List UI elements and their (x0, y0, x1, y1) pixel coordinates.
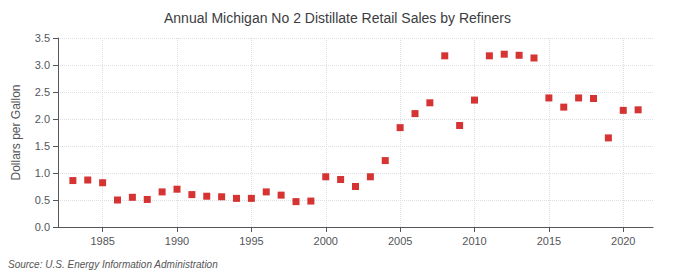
svg-text:2000: 2000 (314, 235, 338, 247)
svg-text:2.0: 2.0 (35, 113, 50, 125)
svg-text:Dollars per Gallon: Dollars per Gallon (9, 84, 23, 180)
svg-text:1990: 1990 (165, 235, 189, 247)
svg-text:2015: 2015 (537, 235, 561, 247)
svg-text:3.0: 3.0 (35, 59, 50, 71)
svg-text:0.5: 0.5 (35, 194, 50, 206)
svg-text:1.5: 1.5 (35, 140, 50, 152)
svg-text:0.0: 0.0 (35, 221, 50, 233)
svg-text:2005: 2005 (388, 235, 412, 247)
svg-text:2.5: 2.5 (35, 86, 50, 98)
svg-text:2020: 2020 (611, 235, 635, 247)
svg-text:1985: 1985 (90, 235, 114, 247)
svg-text:Source: U.S. Energy Informatio: Source: U.S. Energy Information Administ… (8, 259, 218, 270)
svg-text:1995: 1995 (239, 235, 263, 247)
svg-text:2010: 2010 (462, 235, 486, 247)
svg-text:Annual Michigan No 2 Distillat: Annual Michigan No 2 Distillate Retail S… (164, 10, 511, 26)
svg-text:1.0: 1.0 (35, 167, 50, 179)
svg-text:3.5: 3.5 (35, 32, 50, 44)
